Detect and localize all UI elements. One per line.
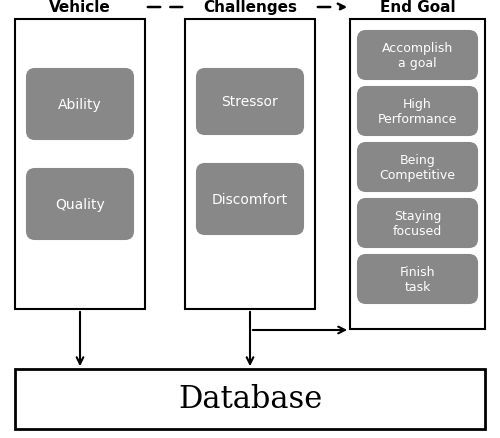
Text: Quality: Quality bbox=[55, 198, 105, 212]
Bar bbox=[350, 20, 485, 329]
Text: Ability: Ability bbox=[58, 98, 102, 112]
Text: Adversity/
Challenges: Adversity/ Challenges bbox=[203, 0, 297, 15]
FancyBboxPatch shape bbox=[197, 70, 303, 135]
FancyBboxPatch shape bbox=[197, 165, 303, 234]
Text: Being
Competitive: Being Competitive bbox=[380, 154, 456, 182]
Bar bbox=[185, 20, 315, 309]
FancyBboxPatch shape bbox=[358, 200, 477, 247]
FancyBboxPatch shape bbox=[358, 255, 477, 303]
Text: Database: Database bbox=[178, 384, 322, 414]
FancyBboxPatch shape bbox=[27, 70, 133, 140]
FancyBboxPatch shape bbox=[27, 170, 133, 240]
Text: End Goal: End Goal bbox=[380, 0, 456, 15]
Text: Vehicle: Vehicle bbox=[49, 0, 111, 15]
FancyBboxPatch shape bbox=[358, 32, 477, 80]
FancyBboxPatch shape bbox=[358, 144, 477, 191]
Text: Staying
focused: Staying focused bbox=[393, 209, 442, 237]
Text: High
Performance: High Performance bbox=[378, 98, 457, 126]
Bar bbox=[15, 369, 485, 429]
Bar bbox=[15, 20, 145, 309]
Text: Stressor: Stressor bbox=[222, 95, 278, 109]
Text: Finish
task: Finish task bbox=[400, 265, 435, 293]
FancyBboxPatch shape bbox=[358, 88, 477, 136]
Text: Accomplish
a goal: Accomplish a goal bbox=[382, 42, 453, 70]
Text: Discomfort: Discomfort bbox=[212, 193, 288, 207]
